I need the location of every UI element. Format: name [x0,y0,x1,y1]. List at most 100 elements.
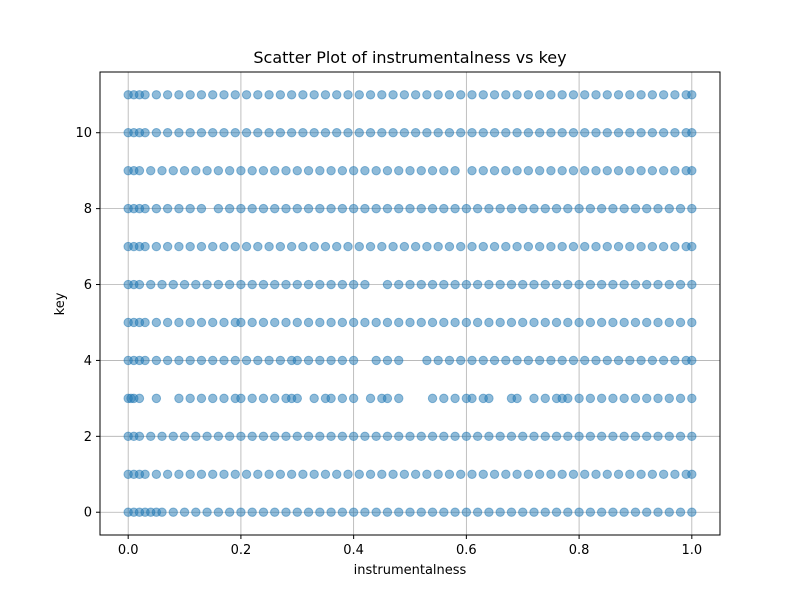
scatter-point [281,317,291,328]
scatter-point [416,165,426,176]
scatter-point [241,355,252,366]
scatter-point [444,90,455,100]
scatter-point [354,241,364,252]
scatter-point [630,203,641,214]
y-tick-label: 6 [84,278,92,293]
scatter-point [241,469,252,479]
scatter-point [613,90,624,100]
scatter-point [602,165,612,176]
scatter-point [253,128,263,138]
scatter-point [343,90,353,100]
scatter-point [253,90,263,100]
scatter-point [484,393,494,404]
scatter-point [146,279,156,290]
scatter-point [675,317,686,328]
scatter-point [687,203,697,214]
scatter-point [174,90,184,100]
scatter-point [551,279,562,290]
scatter-point [489,469,500,479]
scatter-point [529,203,539,214]
scatter-point [658,355,669,366]
scatter-point [540,393,550,404]
scatter-point [433,128,443,138]
scatter-point [140,203,150,214]
scatter-point [670,165,680,176]
scatter-point [580,165,590,176]
scatter-point [286,128,297,138]
scatter-point [568,128,579,138]
scatter-point [658,90,669,100]
scatter-point [591,128,601,138]
scatter-point [219,469,229,479]
scatter-point [529,393,539,404]
scatter-point [467,393,477,404]
scatter-point [348,203,359,214]
scatter-point [664,431,674,442]
scatter-point [337,279,348,290]
y-tick-label: 4 [84,354,92,369]
scatter-point [151,128,162,138]
scatter-point [433,90,443,100]
scatter-point [687,90,697,100]
scatter-point [292,203,302,214]
scatter-point [658,128,669,138]
scatter-point [394,203,404,214]
scatter-point [540,507,550,517]
x-tick-label: 0.0 [118,543,139,558]
scatter-point [687,128,697,138]
scatter-point [456,90,466,100]
scatter-point [501,90,511,100]
scatter-point [450,279,460,290]
scatter-point [450,507,460,517]
scatter-point [348,393,359,404]
scatter-point [563,317,573,328]
scatter-point [467,469,477,479]
scatter-point [213,507,224,517]
scatter-point [495,317,505,328]
scatter-point [433,355,443,366]
scatter-point [348,317,359,328]
scatter-point [236,317,246,328]
scatter-point [326,431,336,442]
scatter-point [208,90,218,100]
scatter-point [523,469,534,479]
scatter-point [365,241,376,252]
scatter-point [670,128,680,138]
scatter-point [399,469,410,479]
scatter-point [247,203,257,214]
scatter-point [534,241,545,252]
scatter-point [185,128,195,138]
scatter-point [484,203,494,214]
x-axis-ticks: 0.0 0.2 0.4 0.6 0.8 1.0 [118,535,702,558]
scatter-point [394,355,404,366]
scatter-point [506,431,517,442]
scatter-point [518,507,528,517]
scatter-point [467,165,477,176]
scatter-point [501,241,511,252]
scatter-point [574,279,584,290]
scatter-point [298,90,308,100]
y-tick-label: 10 [75,126,92,141]
scatter-point [591,355,601,366]
scatter-point [444,469,455,479]
scatter-point [410,241,421,252]
scatter-point [596,317,607,328]
scatter-point [456,469,466,479]
scatter-point [647,128,658,138]
scatter-point [608,431,618,442]
scatter-point [427,317,438,328]
scatter-point [467,241,477,252]
scatter-point [630,317,641,328]
scatter-point [658,469,669,479]
scatter-point [315,165,325,176]
scatter-point [348,279,359,290]
chart-title: Scatter Plot of instrumentalness vs key [253,48,566,67]
scatter-point [236,203,246,214]
scatter-point [185,469,195,479]
scatter-point [394,279,404,290]
scatter-point [613,469,624,479]
scatter-point [670,469,680,479]
scatter-point [292,431,302,442]
scatter-point [157,279,167,290]
